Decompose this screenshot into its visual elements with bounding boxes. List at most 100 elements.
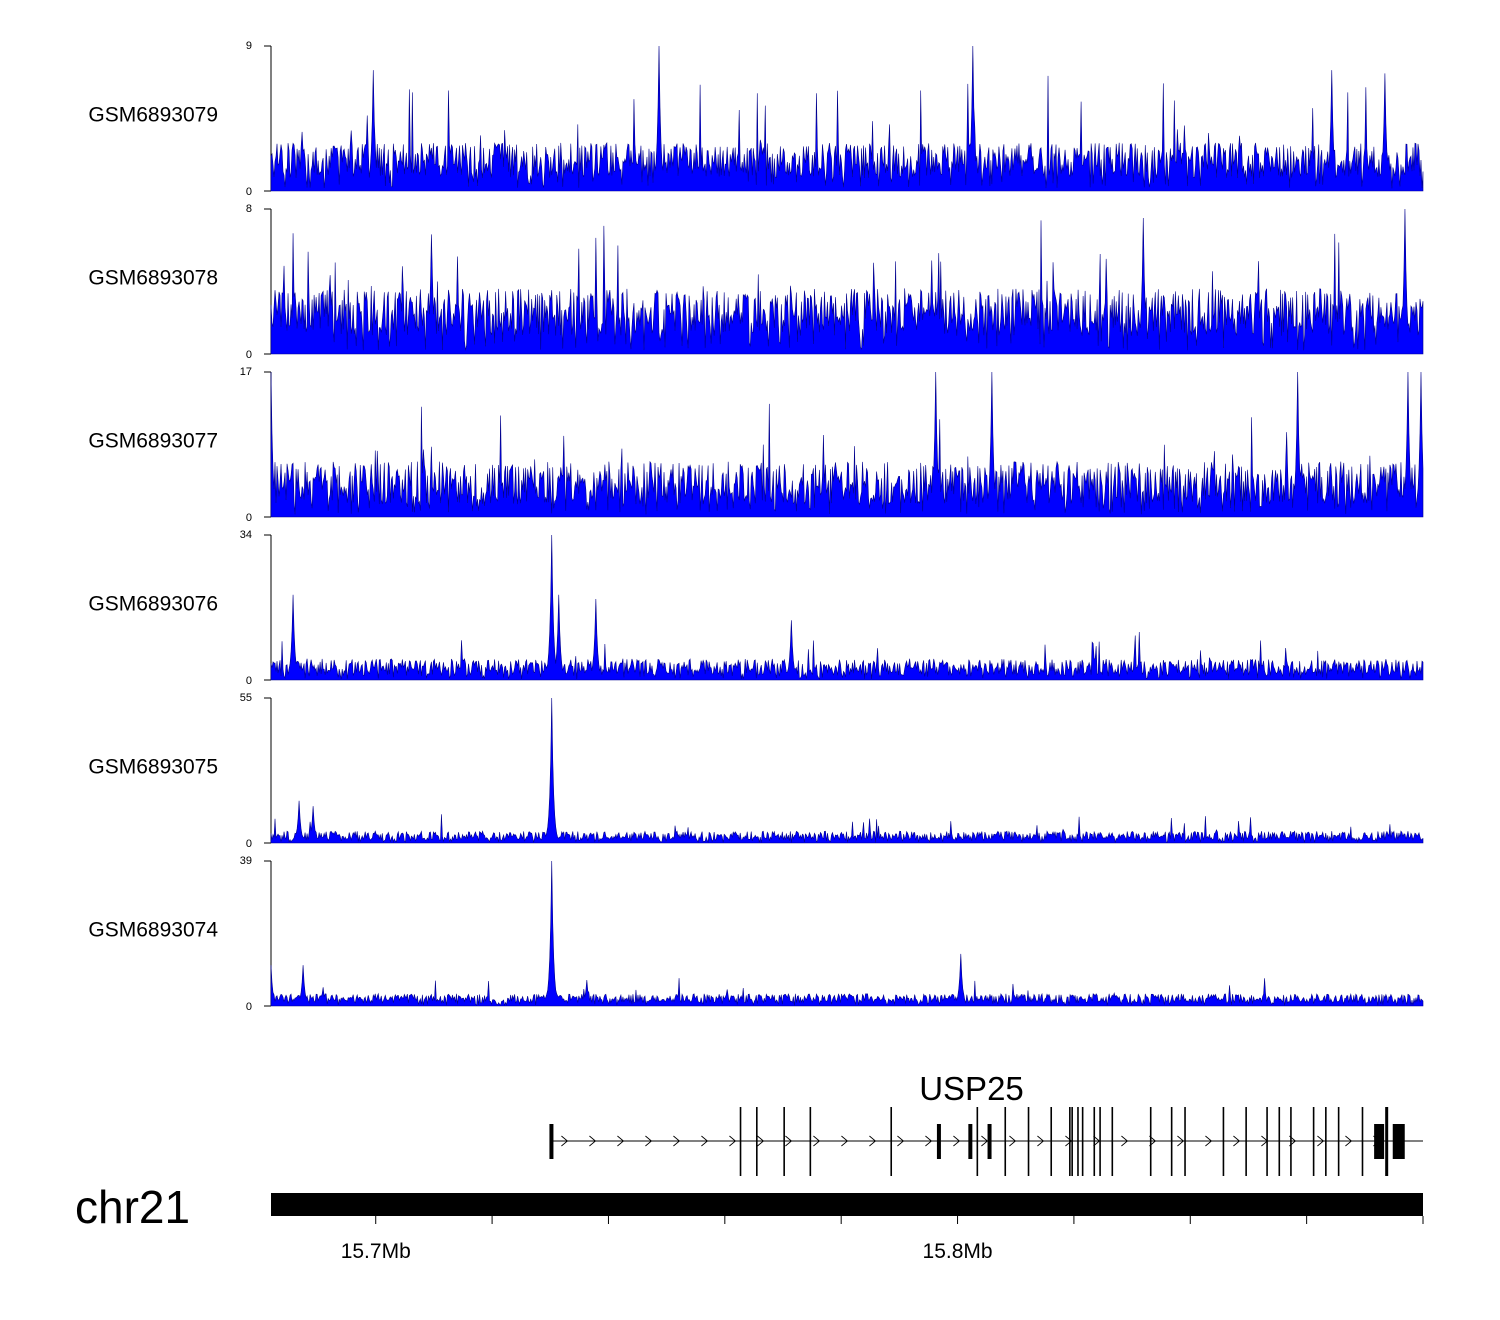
strand-chevron [729,1135,737,1147]
y-axis-min-label: 0 [246,1001,252,1013]
strand-chevron [897,1135,905,1147]
track-GSM6893074: GSM6893074 39 0 [88,855,1424,1013]
exon-mark [1245,1107,1247,1176]
strand-chevron [981,1135,989,1147]
strand-chevron [589,1135,597,1147]
exon-mark [890,1107,893,1176]
y-axis-max-label: 8 [246,203,252,215]
chromosome-name: chr21 [75,1181,190,1233]
exon-mark [1290,1107,1292,1176]
signal-area-GSM6893074 [270,860,1424,1007]
strand-chevron [645,1135,653,1147]
exon-mark [1069,1107,1071,1176]
exon-mark [1312,1107,1315,1176]
exon-mark [1385,1107,1389,1176]
exon-mark [1266,1107,1268,1176]
axis-tick-label: 15.7Mb [341,1240,411,1263]
exon-mark [976,1107,979,1176]
strand-chevron [1345,1135,1353,1147]
y-axis-min-label: 0 [246,349,252,361]
exon-mark [1071,1107,1073,1176]
gene-name-usp25: USP25 [919,1070,1024,1107]
track-name-label: GSM6893074 [88,918,218,941]
strand-chevron [869,1135,877,1147]
exon-mark [1004,1107,1007,1176]
exon-mark [1077,1107,1079,1176]
y-axis-min-label: 0 [246,838,252,850]
track-name-label: GSM6893075 [88,755,218,778]
y-axis-max-label: 9 [246,40,252,52]
y-axis-max-label: 34 [240,529,252,541]
strand-chevron [673,1135,681,1147]
exon-mark [1111,1107,1114,1176]
track-name-label: GSM6893078 [88,266,218,289]
strand-chevron [1205,1135,1213,1147]
gene-structure [549,1107,1423,1176]
strand-chevron [1317,1135,1325,1147]
y-axis-min-label: 0 [246,512,252,524]
exon-mark [1050,1107,1053,1176]
strand-chevron [1009,1135,1017,1147]
strand-chevron [953,1135,961,1147]
chromosome-ideogram-bar [271,1193,1423,1216]
exon-mark [1170,1107,1173,1176]
chromosome-track: chr21 15.7Mb 15.8Mb [75,1181,1424,1263]
strand-chevron [1233,1135,1241,1147]
exon-block [1392,1124,1405,1159]
signal-tracks: GSM689307990GSM689307880GSM6893077170GSM… [88,40,1424,1013]
strand-chevron [757,1135,765,1147]
strand-chevron [785,1135,793,1147]
strand-chevron [1037,1135,1045,1147]
exon-mark [549,1124,554,1159]
exon-mark [1325,1107,1327,1176]
signal-area-GSM6893075 [270,697,1424,844]
axis-tick-label: 15.8Mb [923,1240,993,1263]
exon-mark [936,1124,941,1159]
y-axis-max-label: 17 [240,366,252,378]
y-axis-min-label: 0 [246,675,252,687]
y-axis-max-label: 39 [240,855,252,867]
strand-chevron [813,1135,821,1147]
signal-area-GSM6893079 [270,45,1424,192]
exon-mark [756,1107,758,1176]
y-axis-max-label: 55 [240,692,252,704]
track-GSM6893078: GSM6893078 8 0 [88,203,1424,361]
exon-mark [1184,1107,1186,1176]
strand-chevron [1121,1135,1129,1147]
exon-mark [809,1107,812,1176]
track-name-label: GSM6893079 [88,103,218,126]
signal-area-GSM6893076 [270,534,1424,681]
exon-mark [1099,1107,1101,1176]
y-axis-min-label: 0 [246,186,252,198]
strand-chevron [617,1135,625,1147]
exon-mark [783,1107,785,1176]
exon-mark [1361,1107,1364,1176]
exon-block [1374,1124,1385,1159]
exon-mark [1222,1107,1225,1176]
signal-area-GSM6893078 [270,208,1424,355]
strand-chevron [561,1135,569,1147]
exon-mark [968,1124,973,1159]
strand-chevron [1177,1135,1185,1147]
track-GSM6893076: GSM6893076 34 0 [88,529,1424,687]
signal-area-GSM6893077 [270,371,1424,518]
exon-mark [1278,1107,1281,1176]
exon-mark [1149,1107,1152,1176]
track-name-label: GSM6893077 [88,429,218,452]
exon-mark [1093,1107,1096,1176]
genomic-axis: 15.7Mb 15.8Mb [341,1216,1424,1263]
gene-track-usp25: USP25 [549,1070,1423,1176]
track-GSM6893077: GSM6893077 17 0 [88,366,1424,524]
strand-chevron [925,1135,933,1147]
strand-chevron [841,1135,849,1147]
track-name-label: GSM6893076 [88,592,218,615]
exon-mark [739,1107,742,1176]
exon-mark [1081,1107,1084,1176]
track-GSM6893079: GSM6893079 9 0 [88,40,1424,198]
exon-mark [987,1124,992,1159]
track-GSM6893075: GSM6893075 55 0 [88,692,1424,850]
exon-mark [1027,1107,1030,1176]
strand-chevron [701,1135,709,1147]
exon-mark [1337,1107,1340,1176]
